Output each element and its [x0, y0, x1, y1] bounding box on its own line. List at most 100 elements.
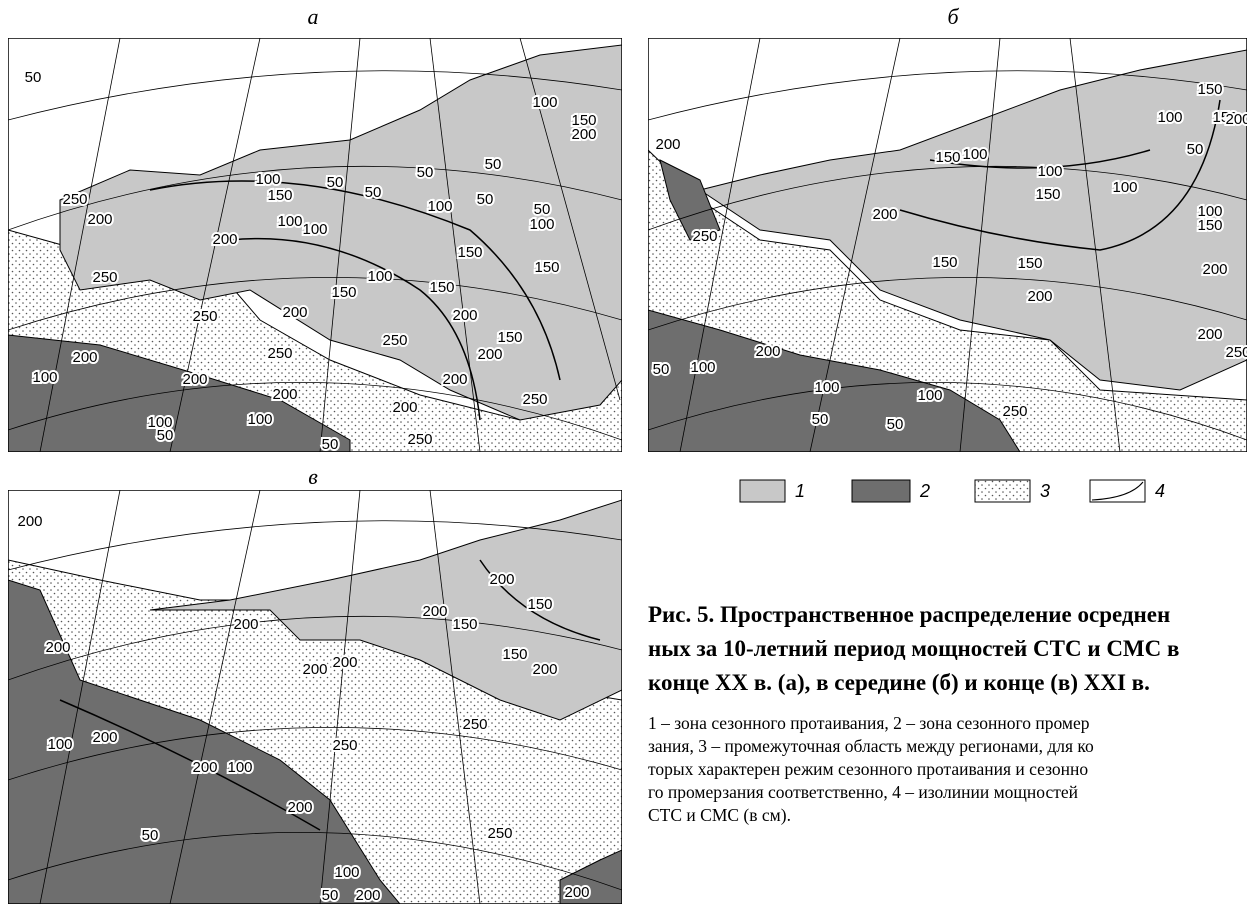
contour-label: 200	[489, 571, 514, 588]
contour-label: 200	[872, 206, 897, 223]
contour-label: 200	[233, 616, 258, 633]
contour-label: 200	[1027, 288, 1052, 305]
contour-label: 200	[192, 759, 217, 776]
contour-label: 100	[247, 411, 272, 428]
contour-label: 100	[1037, 163, 1062, 180]
contour-label: 150	[1197, 217, 1222, 234]
contour-label: 50	[653, 361, 670, 378]
contour-label: 150	[1017, 255, 1042, 272]
contour-label: 150	[429, 279, 454, 296]
contour-label: 50	[327, 174, 344, 191]
contour-label: 200	[212, 231, 237, 248]
contour-label: 50	[157, 427, 174, 444]
contour-label: 200	[392, 399, 417, 416]
contour-label: 200	[182, 371, 207, 388]
contour-label: 100	[1112, 179, 1137, 196]
contour-label: 50	[417, 164, 434, 181]
contour-label: 200	[1202, 261, 1227, 278]
contour-label: 250	[462, 716, 487, 733]
contour-label: 200	[422, 603, 447, 620]
contour-label: 100	[690, 359, 715, 376]
panel-label: б	[947, 4, 959, 29]
contour-label: 250	[92, 269, 117, 286]
contour-label: 150	[1197, 81, 1222, 98]
contour-label: 150	[497, 329, 522, 346]
contour-label: 200	[272, 386, 297, 403]
contour-label: 50	[322, 887, 339, 904]
caption-line: зания, 3 – промежуточная область между р…	[648, 736, 1094, 756]
caption-text: 1 – зона сезонного протаивания, 2 – зона…	[648, 712, 1247, 827]
caption-line: СТС и СМС (в см).	[648, 805, 791, 825]
contour-label: 100	[277, 213, 302, 230]
contour-label: 100	[147, 414, 172, 431]
contour-label: 150	[527, 596, 552, 613]
contour-label: 200	[332, 654, 357, 671]
map-a	[8, 38, 622, 452]
panel-label: в	[308, 464, 318, 489]
contour-label: 200	[92, 729, 117, 746]
contour-label: 100	[962, 146, 987, 163]
caption-line: ных за 10-летний период мощностей СТС и …	[648, 636, 1180, 661]
contour-label: 150	[935, 149, 960, 166]
legend-label: 3	[1040, 481, 1050, 501]
contour-label: 50	[365, 184, 382, 201]
caption-title: Рис. 5. Пространственное распределение о…	[648, 598, 1247, 700]
legend	[739, 479, 1146, 503]
contour-label: 250	[1002, 403, 1027, 420]
legend-label: 2	[919, 481, 930, 501]
contour-label: 150	[932, 254, 957, 271]
contour-label: 200	[87, 211, 112, 228]
contour-label: 250	[692, 228, 717, 245]
contour-label: 50	[1187, 141, 1204, 158]
contour-label: 150	[1212, 109, 1237, 126]
caption-line: го промерзания соответственно, 4 – изоли…	[648, 782, 1078, 802]
contour-label: 250	[332, 737, 357, 754]
contour-label: 200	[355, 887, 380, 904]
contour-label: 50	[25, 69, 42, 86]
contour-label: 200	[655, 136, 680, 153]
contour-label: 250	[1225, 344, 1247, 361]
contour-label: 150	[331, 284, 356, 301]
contour-label: 200	[532, 661, 557, 678]
contour-label: 250	[62, 191, 87, 208]
contour-label: 50	[485, 156, 502, 173]
contour-label: 50	[142, 827, 159, 844]
contour-label: 200	[1225, 111, 1247, 128]
map-b	[648, 38, 1247, 452]
contour-label: 250	[522, 391, 547, 408]
contour-label: 50	[534, 201, 551, 218]
contour-label: 200	[302, 661, 327, 678]
contour-label: 100	[227, 759, 252, 776]
contour-label: 200	[72, 349, 97, 366]
contour-label: 150	[502, 646, 527, 663]
contour-label: 200	[442, 371, 467, 388]
contour-label: 200	[477, 346, 502, 363]
contour-label: 200	[45, 639, 70, 656]
contour-label: 100	[529, 216, 554, 233]
contour-label: 100	[1157, 109, 1182, 126]
contour-label: 50	[812, 411, 829, 428]
contour-label: 100	[302, 221, 327, 238]
contour-label: 150	[571, 112, 596, 129]
contour-label: 200	[17, 513, 42, 530]
contour-label: 50	[322, 436, 339, 453]
contour-label: 200	[755, 343, 780, 360]
caption-line: конце XX в. (а), в середине (б) и конце …	[648, 670, 1150, 695]
contour-label: 200	[571, 126, 596, 143]
contour-label: 200	[287, 799, 312, 816]
contour-label: 100	[917, 387, 942, 404]
caption-line: Рис. 5. Пространственное распределение о…	[648, 602, 1171, 627]
contour-label: 100	[1197, 203, 1222, 220]
caption-line: торых характерен режим сезонного протаив…	[648, 759, 1089, 779]
legend-label: 1	[795, 481, 805, 501]
contour-label: 200	[282, 304, 307, 321]
contour-label: 100	[427, 198, 452, 215]
contour-label: 150	[457, 244, 482, 261]
contour-label: 150	[1035, 186, 1060, 203]
contour-label: 100	[32, 369, 57, 386]
contour-label: 250	[192, 308, 217, 325]
contour-label: 250	[487, 825, 512, 842]
contour-label: 50	[887, 416, 904, 433]
contour-label: 100	[255, 171, 280, 188]
contour-label: 150	[534, 259, 559, 276]
